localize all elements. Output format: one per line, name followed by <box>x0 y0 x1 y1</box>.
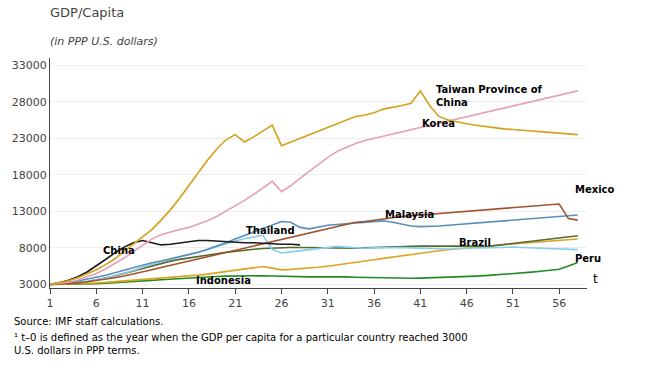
svg-text:41: 41 <box>413 297 427 310</box>
svg-text:6: 6 <box>93 297 100 310</box>
svg-text:8000: 8000 <box>19 242 47 255</box>
svg-text:Indonesia: Indonesia <box>196 275 251 286</box>
svg-text:46: 46 <box>460 297 474 310</box>
svg-text:t: t <box>593 272 598 286</box>
svg-text:3000: 3000 <box>19 278 47 291</box>
svg-text:26: 26 <box>274 297 288 310</box>
svg-text:Taiwan Province ofChina: Taiwan Province ofChina <box>436 84 543 108</box>
svg-text:1: 1 <box>47 297 54 310</box>
svg-text:31: 31 <box>321 297 335 310</box>
svg-text:51: 51 <box>506 297 520 310</box>
svg-text:¹ t–0 is defined as the year w: ¹ t–0 is defined as the year when the GD… <box>14 332 468 356</box>
svg-text:Mexico: Mexico <box>575 184 615 195</box>
svg-text:18000: 18000 <box>12 169 47 182</box>
svg-text:21: 21 <box>228 297 242 310</box>
svg-text:13000: 13000 <box>12 205 47 218</box>
svg-text:16: 16 <box>182 297 196 310</box>
svg-text:GDP/Capita: GDP/Capita <box>50 5 124 20</box>
svg-text:56: 56 <box>552 297 566 310</box>
svg-text:Thailand: Thailand <box>246 225 295 236</box>
svg-text:Source: IMF staff calculations: Source: IMF staff calculations. <box>14 316 163 327</box>
svg-text:36: 36 <box>367 297 381 310</box>
svg-text:Brazil: Brazil <box>459 237 491 248</box>
svg-text:Peru: Peru <box>575 253 601 264</box>
svg-text:China: China <box>103 245 135 256</box>
svg-text:Malaysia: Malaysia <box>385 209 434 220</box>
svg-text:23000: 23000 <box>12 132 47 145</box>
svg-text:(in PPP U.S. dollars): (in PPP U.S. dollars) <box>50 35 158 48</box>
svg-text:33000: 33000 <box>12 59 47 72</box>
svg-text:28000: 28000 <box>12 96 47 109</box>
svg-text:Korea: Korea <box>422 118 455 129</box>
svg-text:11: 11 <box>136 297 150 310</box>
